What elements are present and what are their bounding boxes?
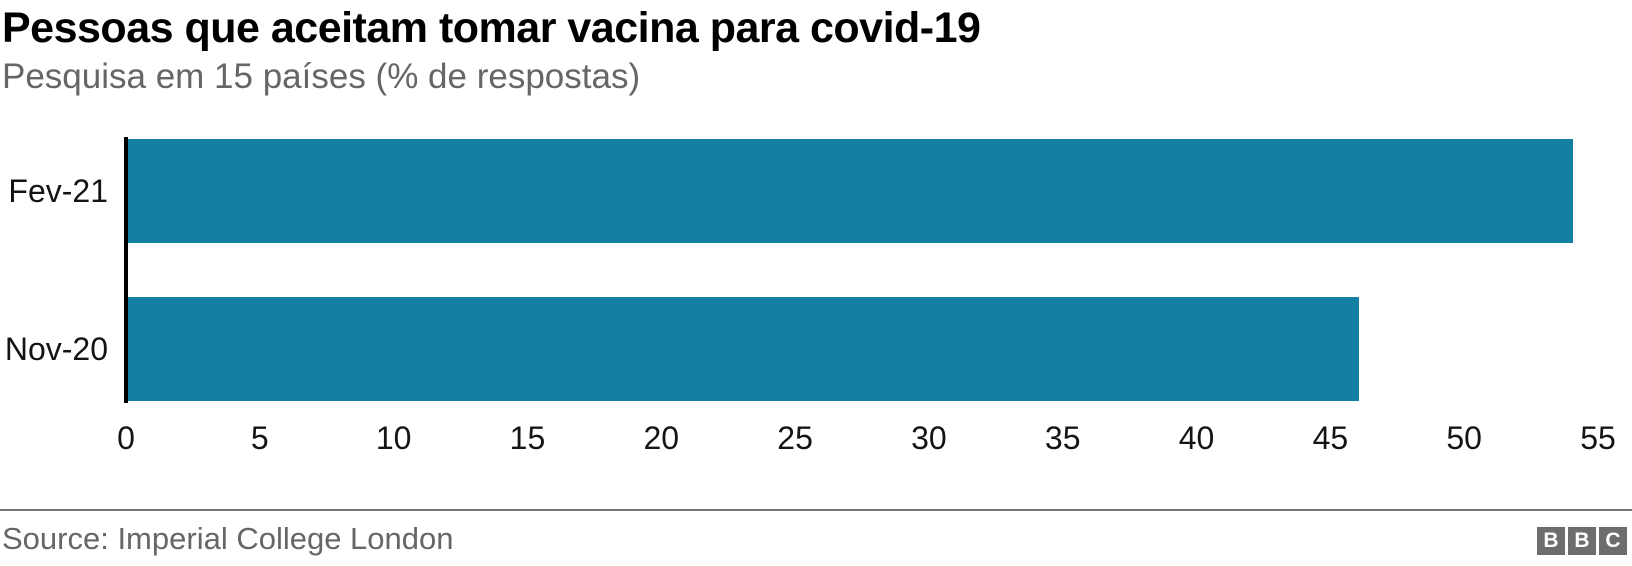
bar-fev-21 xyxy=(128,139,1573,243)
footer-divider xyxy=(0,509,1632,511)
bar-nov-20 xyxy=(128,297,1359,401)
chart-title: Pessoas que aceitam tomar vacina para co… xyxy=(2,4,981,52)
x-tick-50: 50 xyxy=(1446,420,1482,456)
x-tick-40: 40 xyxy=(1178,420,1215,456)
bbc-logo-letter: B xyxy=(1537,527,1565,555)
category-label-fev-21: Fev-21 xyxy=(8,173,108,209)
bbc-logo-letter: C xyxy=(1599,527,1627,555)
x-tick-35: 35 xyxy=(1044,420,1081,456)
x-tick-20: 20 xyxy=(643,420,680,456)
x-tick-45: 45 xyxy=(1312,420,1349,456)
x-tick-10: 10 xyxy=(375,420,412,456)
x-tick-25: 25 xyxy=(777,420,813,456)
x-tick-55: 55 xyxy=(1580,420,1616,456)
chart-subtitle: Pesquisa em 15 países (% de respostas) xyxy=(2,57,641,96)
category-label-nov-20: Nov-20 xyxy=(4,331,108,367)
source-text: Source: Imperial College London xyxy=(2,521,454,556)
bbc-logo-letter: B xyxy=(1568,527,1596,555)
x-tick-0: 0 xyxy=(117,420,135,456)
x-tick-15: 15 xyxy=(509,420,546,456)
y-axis-line xyxy=(124,137,128,403)
x-tick-30: 30 xyxy=(911,420,947,456)
x-tick-5: 5 xyxy=(250,420,269,456)
